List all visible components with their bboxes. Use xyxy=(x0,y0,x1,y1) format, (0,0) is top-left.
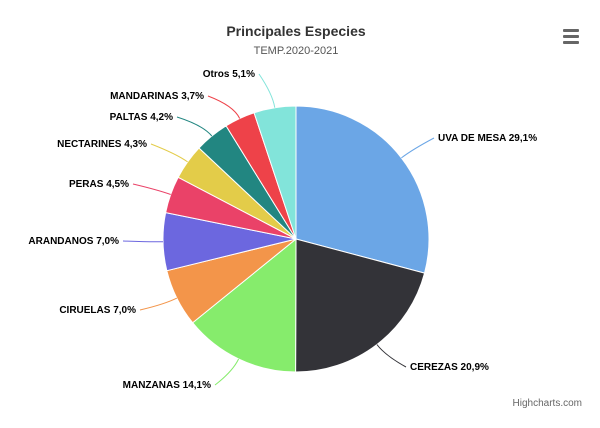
connector-otros xyxy=(258,73,276,108)
connector-manzanas xyxy=(214,358,240,386)
connector-arandanos xyxy=(122,240,164,243)
label-connectors xyxy=(122,73,435,386)
connector-uva-de-mesa xyxy=(401,137,435,159)
data-label-nectarines: NECTARINES 4,3% xyxy=(57,139,147,150)
connector-mandarinas xyxy=(207,95,241,119)
chart-subtitle: TEMP.2020-2021 xyxy=(254,45,339,57)
data-label-ciruelas: CIRUELAS 7,0% xyxy=(59,305,136,316)
data-label-manzanas: MANZANAS 14,1% xyxy=(123,380,211,391)
data-label-arandanos: ARANDANOS 7,0% xyxy=(28,236,119,247)
connector-ciruelas xyxy=(139,297,178,311)
pie-slices xyxy=(162,105,430,373)
connector-paltas xyxy=(176,116,213,137)
chart-title: Principales Especies xyxy=(226,23,366,39)
connector-nectarines xyxy=(150,143,188,163)
data-label-mandarinas: MANDARINAS 3,7% xyxy=(110,91,204,102)
data-label-otros: Otros 5,1% xyxy=(203,69,255,80)
credits-link[interactable]: Highcharts.com xyxy=(513,398,582,409)
data-labels: UVA DE MESA 29,1% CEREZAS 20,9% MANZANAS 1… xyxy=(28,69,537,391)
data-label-cerezas: CEREZAS 20,9% xyxy=(410,362,489,373)
hamburger-menu-icon xyxy=(563,29,579,44)
connector-cerezas xyxy=(376,344,407,368)
chart-menu-button[interactable] xyxy=(560,26,582,46)
pie-slice-cerezas[interactable] xyxy=(295,238,426,373)
pie-slice-manzanas[interactable] xyxy=(191,237,297,373)
data-label-peras: PERAS 4,5% xyxy=(69,179,129,190)
data-label-uva-de-mesa: UVA DE MESA 29,1% xyxy=(438,133,537,144)
data-label-paltas: PALTAS 4,2% xyxy=(110,112,173,123)
pie-slice-otros[interactable] xyxy=(253,105,297,240)
connector-peras xyxy=(132,183,171,195)
